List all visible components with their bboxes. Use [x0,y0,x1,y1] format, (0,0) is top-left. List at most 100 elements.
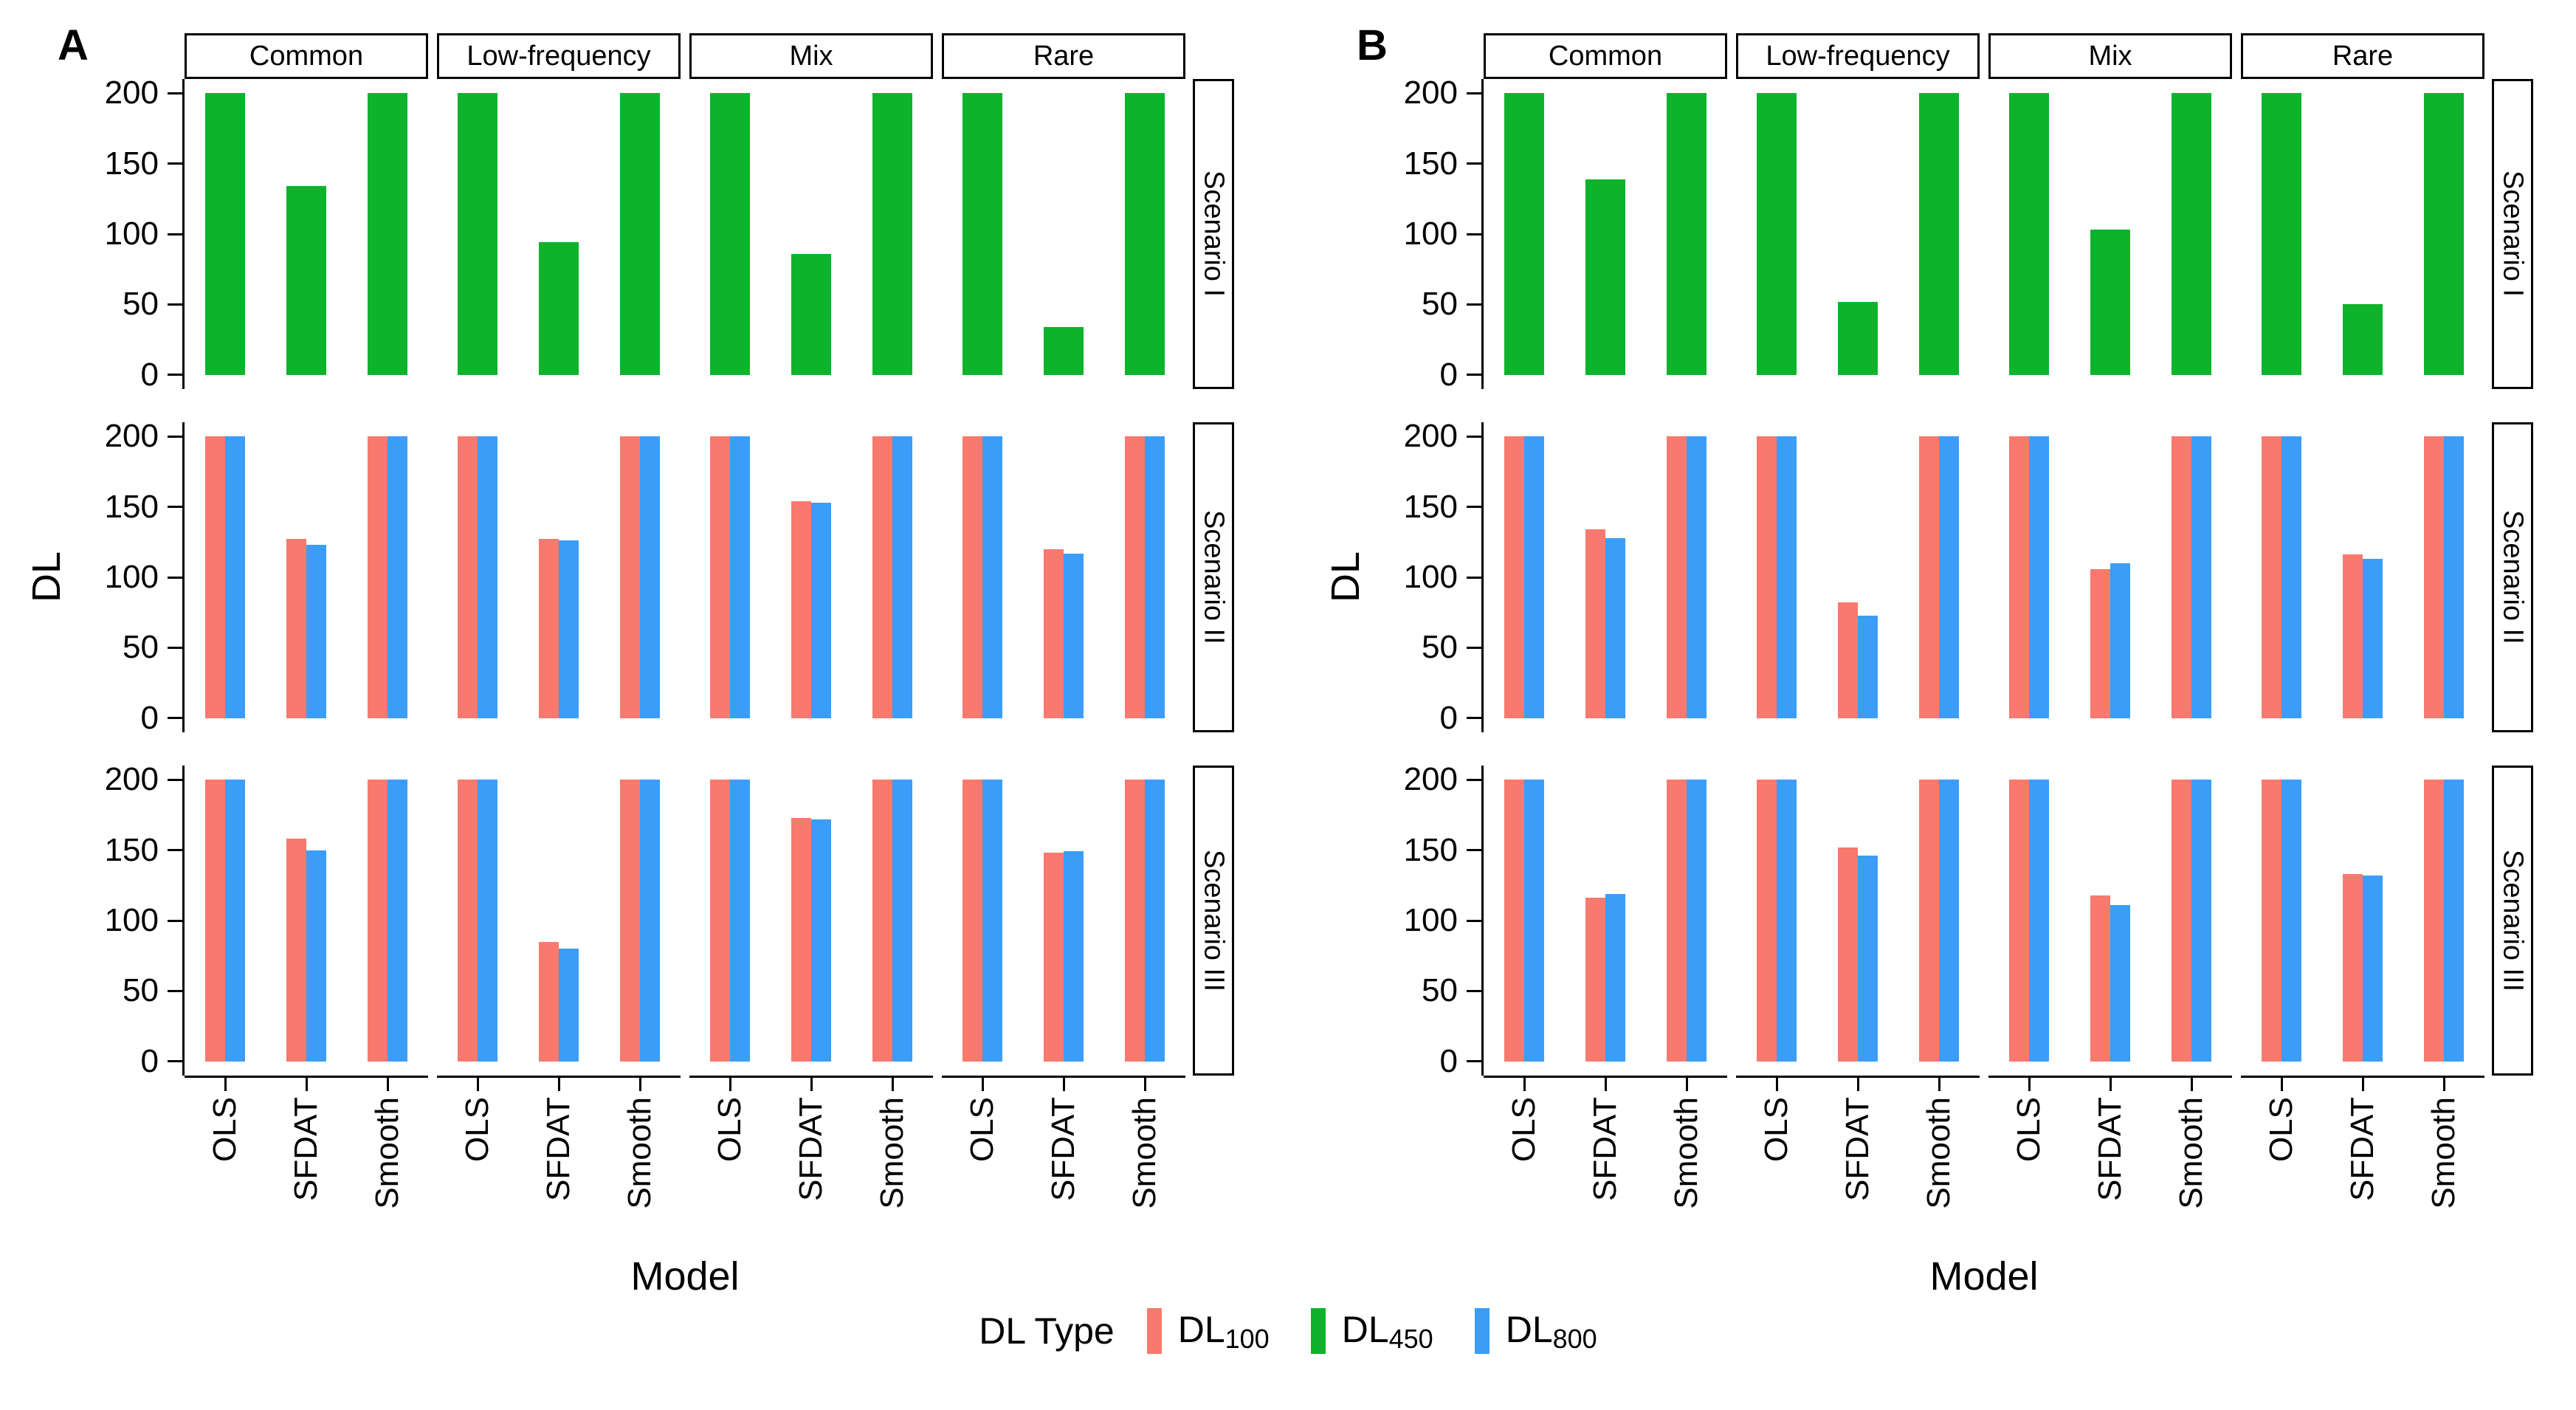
bar-dl100 [710,436,730,718]
bar-dl800 [1524,436,1544,718]
facet-strip-scenario-i: Scenario I [1193,79,1234,389]
x-tick-label-text: OLS [1758,1097,1794,1163]
y-tick-label: 150 [1403,145,1458,182]
x-tick-label-text: OLS [964,1097,1000,1163]
bar-dl100 [872,780,892,1062]
x-tick-label-ols: OLS [1754,1097,1799,1274]
x-tick-label-smooth: Smooth [1917,1097,1961,1274]
facet-strip-low-frequency: Low-frequency [1736,33,1980,79]
bar-dl800 [982,780,1002,1062]
panel-label-b: B [1357,21,1388,69]
bar-dl450 [2424,93,2464,375]
x-tick-label-text: Smooth [369,1097,405,1209]
bar-dl100 [539,941,559,1062]
legend-swatch-dl800 [1474,1308,1490,1355]
x-tick-label-text: SFDAT [2092,1097,2128,1201]
bar-dl100 [2172,436,2191,718]
bar-dl100 [2424,780,2444,1062]
facet-strip-text: Scenario II [1198,510,1230,644]
x-tick-label-text: OLS [2011,1097,2047,1163]
bar-dl100 [286,839,306,1062]
bar-dl450 [2090,230,2130,375]
x-tick-mark [2028,1078,2031,1091]
legend-label-base: DL [1177,1309,1225,1350]
y-tick-mark [1467,506,1481,509]
bar-dl100 [2172,780,2191,1062]
x-tick-label-ols: OLS [960,1097,1005,1274]
x-tick-label-smooth: Smooth [2169,1097,2214,1274]
legend-label-base: DL [1505,1309,1553,1350]
y-tick-label: 200 [1403,761,1458,798]
bar-dl800 [1777,780,1797,1062]
y-tick-label: 150 [1403,488,1458,525]
bar-dl800 [559,949,579,1062]
y-axis-line [182,422,185,732]
bar-dl450 [710,93,750,375]
y-tick-label: 200 [104,418,159,455]
x-tick-label-text: OLS [459,1097,495,1163]
bar-dl800 [306,545,326,718]
bar-dl100 [791,501,811,718]
x-tick-label-text: SFDAT [1587,1097,1623,1201]
bar-dl100 [1125,436,1145,718]
facet-strip-scenario-iii: Scenario III [2492,766,2533,1076]
bar-dl800 [1687,436,1707,718]
x-tick-label-smooth: Smooth [618,1097,662,1274]
y-tick-label: 0 [140,699,159,736]
y-tick-mark [168,374,182,376]
x-tick-label-smooth: Smooth [1664,1097,1709,1274]
bar-dl800 [730,436,750,718]
x-tick-label-text: OLS [712,1097,748,1163]
x-tick-mark [1775,1078,1778,1091]
bar-dl800 [640,780,660,1062]
x-tick-label-text: SFDAT [793,1097,829,1201]
y-tick-label: 50 [123,629,159,666]
x-tick-mark [729,1078,731,1091]
bar-dl450 [286,186,326,375]
y-tick-label: 100 [1403,216,1458,252]
legend-items: DL100 DL450 DL800 [1146,1308,1597,1355]
y-tick-label: 200 [104,75,159,111]
x-tick-label-text: SFDAT [1045,1097,1081,1201]
bar-dl100 [620,780,640,1062]
y-tick-label: 200 [104,761,159,798]
x-tick-label-text: Smooth [1921,1097,1957,1209]
y-tick-label: 0 [1439,699,1458,736]
bar-dl100 [1504,436,1524,718]
bar-dl800 [1145,780,1165,1062]
x-axis-line [689,1076,933,1078]
bar-dl800 [2191,436,2211,718]
y-tick-mark [168,919,182,922]
y-tick-label: 200 [1403,418,1458,455]
facet-strip-scenario-iii: Scenario III [1193,766,1234,1076]
bar-dl100 [1667,780,1687,1062]
bar-dl100 [1044,853,1064,1062]
x-tick-label-sfdat: SFDAT [537,1097,581,1274]
x-tick-mark [2361,1078,2364,1091]
bar-dl800 [1939,780,1959,1062]
x-tick-label-ols: OLS [2007,1097,2051,1274]
bar-dl100 [368,780,388,1062]
bar-dl800 [478,780,497,1062]
bar-dl800 [2029,780,2049,1062]
x-tick-mark [476,1078,479,1091]
y-axis-line [182,766,185,1076]
bar-dl100 [1757,436,1777,718]
y-tick-label: 50 [1422,629,1458,666]
y-tick-mark [168,162,182,165]
y-tick-mark [1467,435,1481,438]
y-tick-mark [1467,717,1481,720]
y-tick-label: 100 [104,902,159,938]
x-tick-label-text: SFDAT [1839,1097,1876,1201]
bar-dl100 [1919,436,1939,718]
y-tick-label: 100 [1403,559,1458,595]
facet-strip-text: Scenario III [2497,849,2529,992]
y-tick-label: 150 [104,488,159,525]
bar-dl100 [2090,895,2110,1062]
x-axis-line [2241,1076,2484,1078]
bar-dl800 [1939,436,1959,718]
bar-dl100 [710,780,730,1062]
x-tick-mark [638,1078,641,1091]
bar-dl100 [458,436,478,718]
x-tick-label-ols: OLS [203,1097,247,1274]
